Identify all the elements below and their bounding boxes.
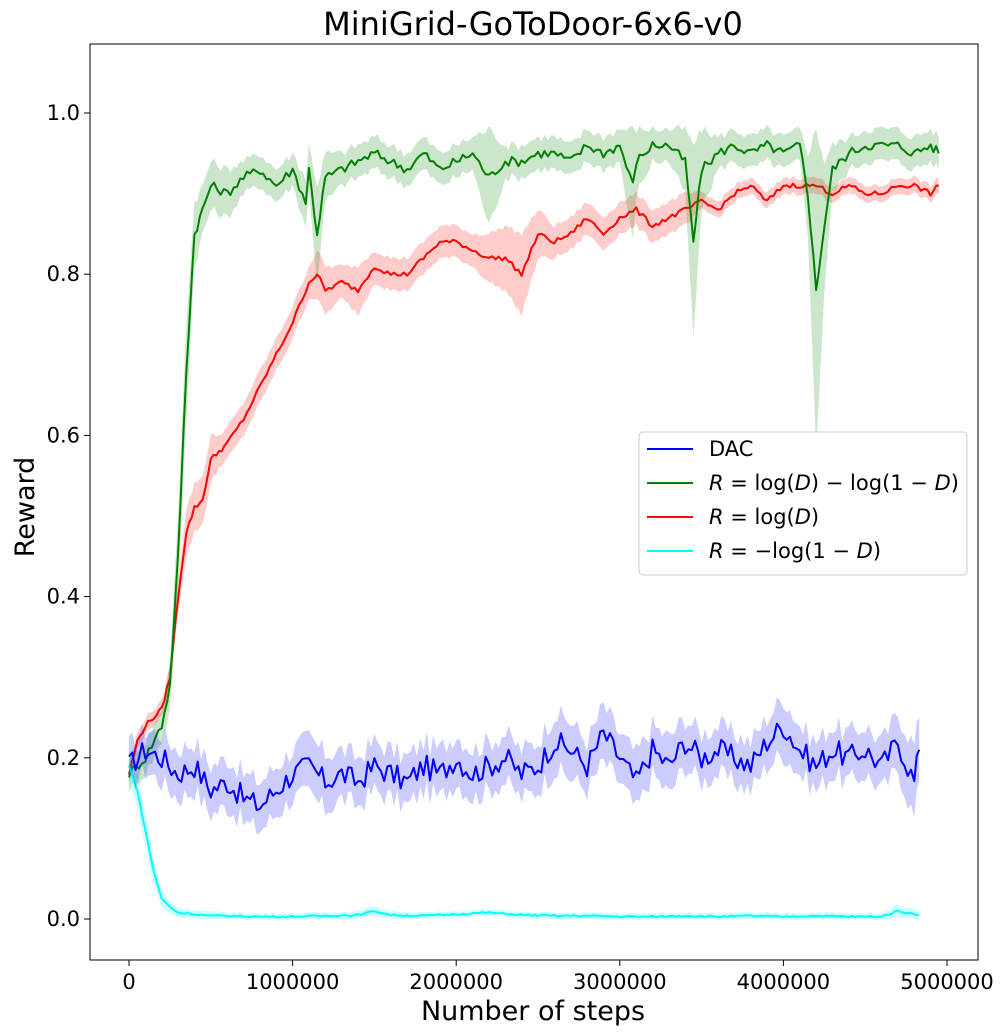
legend-label-logd: R = log(D) [709, 505, 819, 529]
y-tick-label: 1.0 [47, 101, 80, 125]
y-tick-label: 0.0 [47, 907, 80, 931]
series-group [128, 124, 940, 921]
legend-text-part: ) [873, 539, 881, 563]
x-tick-label: 2000000 [409, 970, 503, 994]
series-line-logd-minus-log1md [128, 140, 940, 778]
y-tick-label: 0.4 [47, 585, 80, 609]
y-axis-label: Reward [10, 457, 41, 558]
legend-text-part: ) [811, 505, 819, 529]
x-tick-label: 4000000 [737, 970, 831, 994]
series-line-logd [128, 182, 939, 775]
chart-title: MiniGrid-GoToDoor-6x6-v0 [323, 5, 743, 43]
legend-text-part: R [709, 505, 724, 529]
series-line-neg-log1md [128, 765, 920, 919]
legend-text-part: D [935, 471, 951, 495]
axes: 0 1000000 2000000 3000000 4000000 5000000 0.0 0… [47, 43, 994, 994]
plot-area [128, 124, 940, 921]
legend-text-part: R [709, 471, 724, 495]
legend-label-dac: DAC [709, 437, 753, 461]
legend-text-part: ) [951, 471, 959, 495]
x-tick-label: 1000000 [246, 970, 340, 994]
legend-box [638, 431, 968, 576]
legend-text-part: D [857, 539, 873, 563]
x-tick-label: 5000000 [900, 970, 994, 994]
x-tick-label: 3000000 [573, 970, 667, 994]
x-axis-label: Number of steps [421, 996, 645, 1027]
legend-label-neg-log1md: R = −log(1 − D) [709, 539, 881, 563]
y-tick-label: 0.6 [47, 423, 80, 447]
legend-text-part: = log( [724, 505, 795, 529]
legend-text-part: = log( [724, 471, 795, 495]
series-line-dac [128, 722, 921, 811]
legend-text-part: R [709, 539, 724, 563]
legend-label-logd-minus-log1md: R = log(D) − log(1 − D) [709, 471, 959, 495]
x-tick-label: 0 [122, 970, 135, 994]
y-tick-label: 0.2 [47, 746, 80, 770]
legend-text-part: D [795, 505, 811, 529]
plot-frame [89, 43, 979, 961]
legend-text-part: D [795, 471, 811, 495]
legend-text-part: ) − log(1 − [811, 471, 935, 495]
y-tick-label: 0.8 [47, 262, 80, 286]
legend-text-part: = −log(1 − [724, 539, 857, 563]
